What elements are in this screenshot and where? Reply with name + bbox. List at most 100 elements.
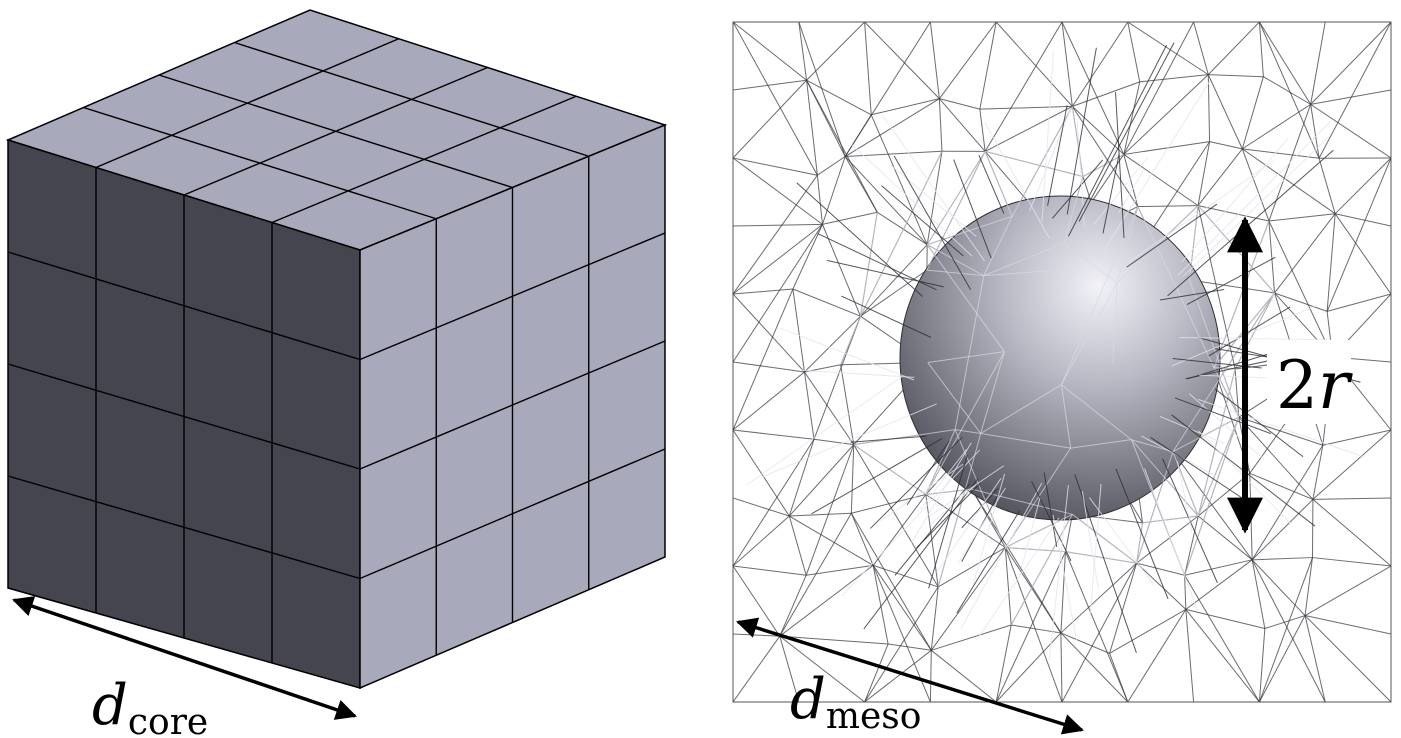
mesh-edge — [1103, 81, 1210, 250]
mesh-edge — [1334, 213, 1391, 295]
mesh-edge — [804, 315, 861, 373]
mesh-edge — [733, 174, 818, 295]
mesh-edge — [926, 151, 986, 245]
mesh-edge — [927, 362, 982, 434]
mesh-edge — [925, 494, 939, 587]
mesh-edge — [803, 371, 815, 440]
mesh-edge — [779, 512, 852, 637]
mesh-edge — [1193, 22, 1209, 75]
mesh-edge — [888, 163, 977, 237]
mesh-edge — [1127, 22, 1209, 76]
mesh-edge — [853, 429, 956, 446]
mesh-edge — [1251, 499, 1314, 561]
mesh-edge — [1258, 22, 1312, 105]
mesh-edge — [1304, 615, 1391, 635]
mesh-edge — [804, 371, 855, 445]
cube-grid-line — [359, 340, 666, 470]
mesh-edge — [1089, 483, 1102, 616]
mesh-edge — [844, 156, 928, 246]
mesh-edge — [1136, 562, 1187, 610]
mesh-edge — [1072, 106, 1125, 155]
mesh-edge — [1123, 141, 1210, 155]
mesh-edge — [1047, 105, 1068, 206]
mesh-edge — [937, 547, 1006, 588]
mesh-edge — [1241, 148, 1270, 222]
mesh-edge — [1076, 121, 1085, 227]
mesh-edge — [733, 371, 805, 431]
mesh-edge — [979, 105, 1073, 110]
mesh-edge — [972, 473, 1006, 586]
mesh-edge — [851, 144, 973, 257]
mesh-edge — [1061, 562, 1138, 702]
mesh-edge — [733, 361, 805, 373]
mesh-edge — [1127, 609, 1187, 702]
mesh-edge — [1123, 81, 1141, 155]
mesh-edge — [860, 269, 928, 317]
mesh-edge — [954, 275, 985, 430]
mesh-edge — [1060, 282, 1118, 385]
mesh-edge — [1136, 451, 1174, 564]
mesh-edge — [733, 22, 807, 81]
mesh-edge — [980, 384, 1062, 434]
mesh-edge — [1184, 559, 1253, 576]
mesh-edge — [1112, 283, 1118, 363]
mesh-edge — [840, 316, 861, 365]
mesh-edge — [841, 449, 981, 596]
mesh-edge — [733, 515, 790, 567]
mesh-edge — [877, 211, 928, 246]
mesh-edge — [1268, 220, 1276, 294]
mesh-edge — [1078, 42, 1175, 222]
mesh-edge — [1242, 148, 1336, 215]
mesh-edge — [1213, 367, 1240, 418]
mesh-edge — [910, 442, 972, 544]
mesh-edge — [1139, 74, 1209, 83]
mesh-edge — [821, 156, 846, 225]
mesh-edge — [929, 650, 932, 702]
mesh-edge — [1116, 205, 1199, 284]
mesh-edge — [984, 122, 1050, 239]
mesh-edge — [928, 465, 1005, 518]
mesh-edge — [798, 22, 808, 81]
mesh-edge — [845, 150, 942, 158]
mesh-edge — [1304, 615, 1391, 702]
mesh-edge — [1123, 22, 1195, 155]
mesh-edge — [1116, 206, 1139, 284]
mesh-edge — [1065, 551, 1137, 564]
mesh-edge — [805, 444, 855, 576]
mesh-edge — [916, 482, 982, 549]
mesh-edge — [1088, 497, 1155, 586]
mesh-edge — [1258, 628, 1266, 702]
core-length-subscript: core — [128, 702, 208, 738]
mesh-edge — [985, 150, 1084, 178]
mesh-edge — [733, 157, 823, 225]
mesh-edge — [788, 439, 815, 517]
mesh-edge — [850, 512, 932, 651]
mesh-edge — [1137, 206, 1215, 368]
mesh-edge — [1185, 609, 1195, 702]
mesh-edge — [733, 79, 807, 159]
mesh-edge — [806, 564, 874, 576]
mesh-edge — [1043, 472, 1058, 547]
mesh-edge — [1060, 206, 1139, 385]
mesh-edge — [1197, 205, 1270, 222]
mesh-edge — [746, 376, 902, 485]
mesh-edge — [936, 478, 1002, 573]
mesh-edge — [851, 494, 926, 514]
mesh-edge — [1184, 575, 1187, 610]
mesh-edge — [840, 364, 855, 445]
mesh-edge — [1310, 104, 1320, 159]
mesh-edge — [1258, 22, 1320, 159]
mesh-edge — [919, 448, 968, 511]
mesh-edge — [1072, 513, 1137, 564]
mesh-edge — [1184, 574, 1260, 702]
mesh-edge — [733, 565, 781, 637]
mesh-edge — [1334, 157, 1391, 215]
mesh-edge — [1176, 461, 1193, 533]
mesh-edge — [980, 432, 1071, 449]
mesh-edge — [1060, 632, 1110, 654]
cube-grid-line — [183, 66, 488, 196]
mesh-edge — [931, 624, 1012, 651]
mesh-edge — [844, 98, 940, 157]
core-length-label: dcore — [92, 673, 208, 738]
mesh-edge — [980, 351, 1005, 434]
